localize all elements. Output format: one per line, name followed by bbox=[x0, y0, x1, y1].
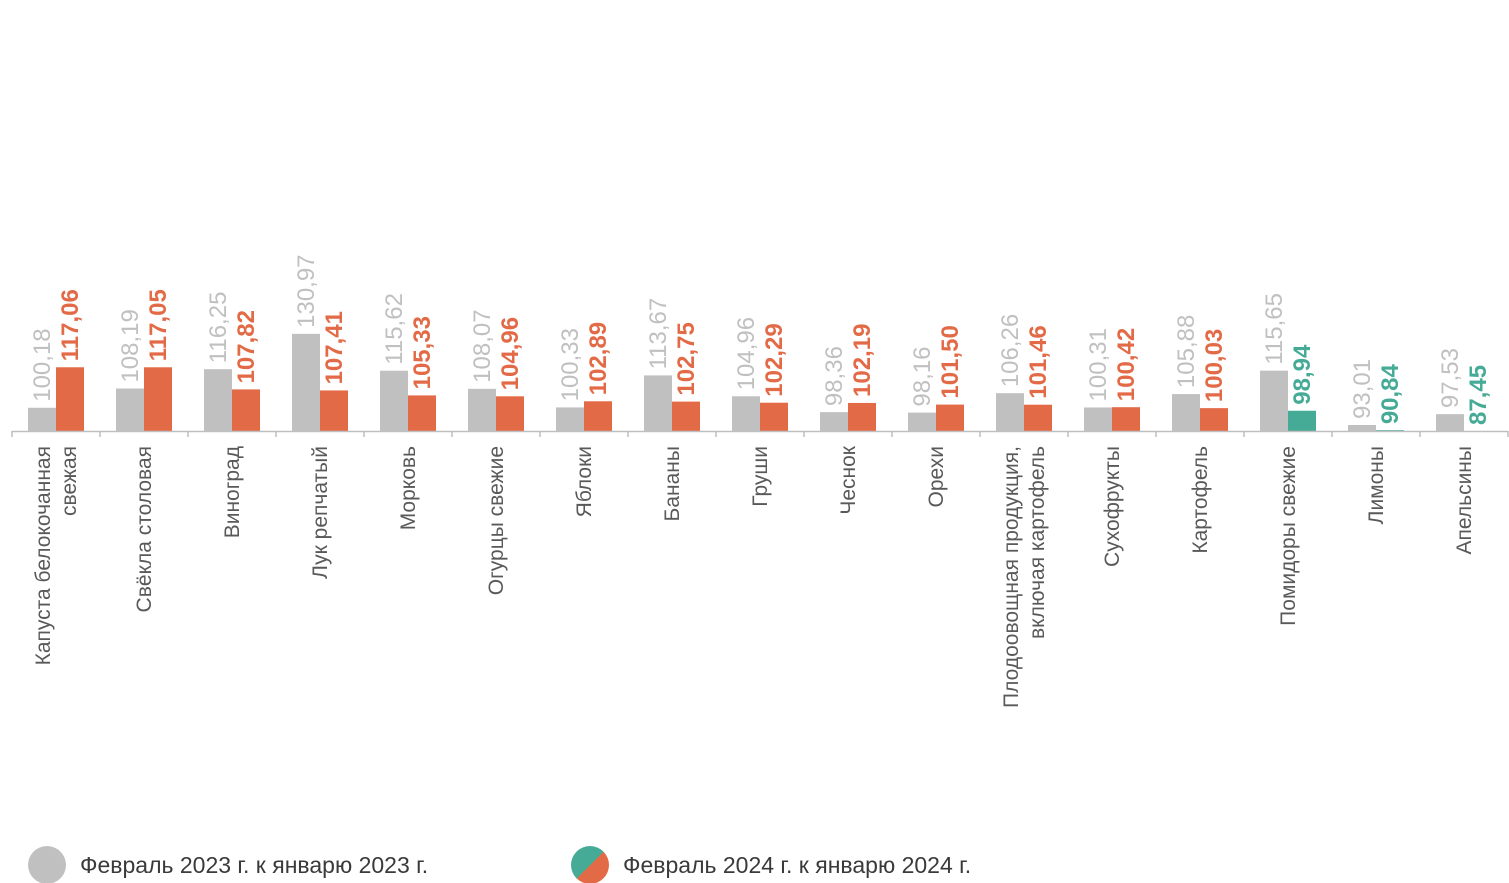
bars-layer bbox=[28, 333, 1464, 431]
bar-2024 bbox=[760, 402, 788, 431]
category-label: Апельсины bbox=[1453, 446, 1476, 554]
bar-2024 bbox=[1024, 404, 1052, 431]
value-label-2024: 102,29 bbox=[761, 323, 788, 396]
value-label-2024: 102,89 bbox=[585, 322, 612, 395]
value-label-2023: 93,01 bbox=[1349, 359, 1376, 419]
bar-2024 bbox=[56, 367, 84, 431]
category-label: Картофель bbox=[1189, 446, 1212, 554]
value-label-2023: 100,31 bbox=[1085, 328, 1112, 401]
value-label-2024: 100,03 bbox=[1201, 329, 1228, 402]
bar-2023 bbox=[644, 375, 672, 431]
category-label: Огурцы свежие bbox=[485, 446, 508, 595]
value-label-2023: 97,53 bbox=[1437, 348, 1464, 408]
value-label-2023: 106,26 bbox=[997, 314, 1024, 387]
category-label: Яблоки bbox=[573, 446, 596, 517]
legend: Февраль 2023 г. к январю 2023 г. Февраль… bbox=[28, 846, 971, 883]
value-label-2023: 100,18 bbox=[29, 328, 56, 401]
bar-2023 bbox=[996, 393, 1024, 431]
category-label: Свёкла столовая bbox=[133, 446, 156, 612]
value-label-2024: 102,75 bbox=[673, 322, 700, 395]
bar-2024 bbox=[936, 404, 964, 431]
value-label-2024: 117,06 bbox=[57, 289, 84, 361]
value-label-2023: 115,65 bbox=[1261, 293, 1288, 365]
value-label-2023: 104,96 bbox=[733, 317, 760, 390]
bar-2023 bbox=[820, 412, 848, 431]
bar-2023 bbox=[380, 370, 408, 431]
category-label: Сухофрукты bbox=[1101, 446, 1124, 567]
bar-2024 bbox=[496, 396, 524, 431]
bar-2024 bbox=[672, 401, 700, 431]
bar-2023 bbox=[204, 369, 232, 431]
legend-item-2024: Февраль 2024 г. к январю 2024 г. bbox=[571, 846, 971, 883]
bar-2023 bbox=[732, 396, 760, 431]
category-label: Бананы bbox=[661, 446, 684, 521]
legend-marker-split-icon bbox=[571, 846, 609, 883]
value-label-2024: 107,82 bbox=[233, 310, 260, 383]
category-label: Орехи bbox=[925, 446, 948, 507]
bar-2023 bbox=[1260, 370, 1288, 431]
bar-2024 bbox=[584, 401, 612, 431]
legend-label-2024: Февраль 2024 г. к январю 2024 г. bbox=[623, 851, 972, 878]
value-label-2023: 105,88 bbox=[1173, 315, 1200, 388]
bar-2024 bbox=[848, 402, 876, 431]
category-label: Капуста белокочанная bbox=[32, 446, 55, 665]
value-label-2024: 87,45 bbox=[1465, 365, 1492, 425]
category-label: Груши bbox=[749, 446, 772, 507]
bar-2024 bbox=[1376, 430, 1404, 431]
bar-2024 bbox=[320, 390, 348, 431]
value-label-2023: 108,19 bbox=[117, 309, 144, 382]
x-axis bbox=[11, 430, 1509, 437]
bar-2024 bbox=[1112, 407, 1140, 431]
value-label-2024: 100,42 bbox=[1113, 328, 1140, 401]
category-label: Помидоры свежие bbox=[1277, 446, 1300, 626]
bar-2023 bbox=[1172, 394, 1200, 431]
bar-2023 bbox=[1436, 414, 1464, 431]
value-label-2024: 98,94 bbox=[1289, 344, 1316, 405]
bar-2023 bbox=[116, 388, 144, 431]
value-label-2023: 108,07 bbox=[469, 309, 496, 382]
category-label: Лимоны bbox=[1365, 446, 1388, 524]
value-label-2023: 100,33 bbox=[557, 328, 584, 401]
category-label: Виноград bbox=[221, 446, 244, 538]
value-label-2024: 102,19 bbox=[849, 324, 876, 397]
bar-2024 bbox=[232, 389, 260, 431]
value-label-2024: 101,50 bbox=[937, 325, 964, 398]
bar-2024 bbox=[408, 395, 436, 431]
value-label-2023: 116,25 bbox=[205, 292, 232, 364]
bar-2023 bbox=[468, 388, 496, 431]
value-label-2024: 117,05 bbox=[145, 289, 172, 361]
bar-2023 bbox=[908, 412, 936, 431]
bar-2023 bbox=[556, 407, 584, 431]
legend-marker-gray-icon bbox=[28, 846, 66, 883]
value-label-2023: 130,97 bbox=[293, 254, 320, 327]
bar-2023 bbox=[28, 407, 56, 431]
value-label-2023: 115,62 bbox=[381, 293, 408, 365]
category-label: Плодоовощная продукция, bbox=[1000, 446, 1023, 708]
bar-2023 bbox=[1084, 407, 1112, 431]
legend-item-2023: Февраль 2023 г. к январю 2023 г. bbox=[28, 846, 571, 883]
value-label-2024: 101,46 bbox=[1025, 325, 1052, 398]
category-label: Лук репчатый bbox=[309, 446, 332, 579]
category-label: Морковь bbox=[397, 446, 420, 530]
bar-2024 bbox=[1288, 410, 1316, 431]
bar-2023 bbox=[1348, 424, 1376, 431]
value-label-2023: 98,16 bbox=[909, 347, 936, 407]
value-label-2024: 90,84 bbox=[1377, 363, 1404, 424]
value-label-2024: 107,41 bbox=[321, 311, 348, 384]
value-label-2023: 98,36 bbox=[821, 346, 848, 406]
category-label: свежая bbox=[58, 446, 81, 516]
value-label-2023: 113,67 bbox=[645, 298, 672, 370]
value-label-2024: 104,96 bbox=[497, 317, 524, 390]
category-label: Чеснок bbox=[837, 445, 860, 514]
category-labels: Капуста белокочанная свежая Свёкла столова… bbox=[32, 445, 1476, 708]
legend-label-2023: Февраль 2023 г. к январю 2023 г. bbox=[80, 851, 429, 878]
bar-2024 bbox=[144, 367, 172, 431]
bar-2024 bbox=[1200, 408, 1228, 431]
bar-2023 bbox=[292, 333, 320, 431]
category-label: включая картофель bbox=[1026, 446, 1049, 639]
value-label-2024: 105,33 bbox=[409, 316, 436, 389]
